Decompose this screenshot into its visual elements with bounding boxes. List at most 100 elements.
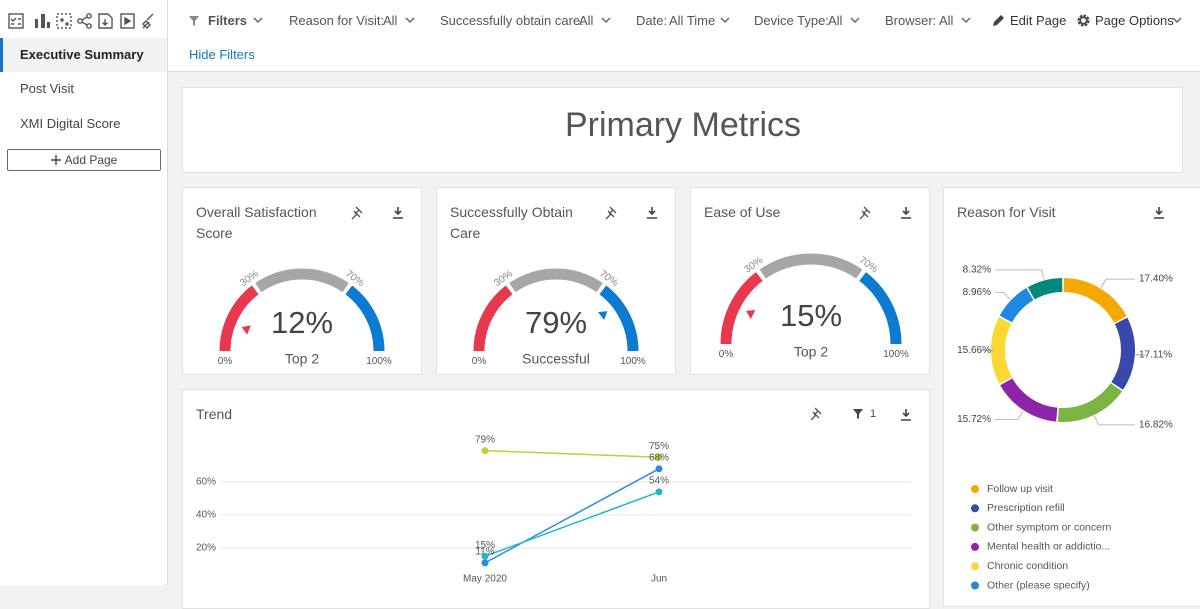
gauge-band [225,290,255,351]
download-icon [901,207,911,218]
legend-label: Prescription refill [987,502,1065,514]
filter-icon [853,409,863,419]
icon-share[interactable] [78,19,82,23]
data-label: 54% [649,476,669,487]
donut-segment [1064,285,1121,319]
series-line [485,492,659,556]
gauge-band [763,259,859,274]
series-point [656,488,663,495]
filter-label[interactable]: Device Type: [754,13,829,28]
download-icon [901,409,911,420]
chevron [961,17,971,24]
series-point [482,559,489,566]
data-label: 15% [475,540,495,551]
filter-value[interactable]: All [828,13,842,28]
download-icon [393,207,403,218]
gauge-value: 79% [525,305,587,340]
gauge: 0%30%70%100%12%Top 2 [183,188,422,375]
icon-checklist[interactable] [9,14,23,28]
legend-swatch [971,504,979,512]
page: { "sidebar": {"pages": ["Executive Summa… [0,0,1200,585]
pin-icon [352,207,362,219]
legend-label: Chronic condition [987,560,1068,572]
gauge-marker [598,307,610,320]
chevron [1172,17,1182,24]
nav-item[interactable]: Post Visit [0,72,167,106]
gauge-tick-label: 100% [883,349,909,360]
legend-label: Other (please specify) [987,579,1090,591]
nav-item[interactable]: Executive Summary [0,38,167,72]
pin-icon [811,408,821,420]
data-label: 75% [649,441,669,452]
leader-line [995,411,1023,419]
filter-value[interactable]: All [383,13,397,28]
donut-segment [1117,321,1128,386]
legend-swatch [971,582,979,590]
data-label: 79% [475,434,495,445]
pin-icon [860,207,870,219]
legend-label: Other symptom or concern [987,521,1111,533]
filters-toggle[interactable]: Filters [208,13,247,28]
gauge-value: 12% [271,305,333,340]
legend-label: Follow up visit [987,483,1053,495]
gauge-band [258,274,345,288]
chevron [601,17,611,24]
icon-brush[interactable] [143,14,153,28]
donut-segment [1058,387,1116,415]
filter-label[interactable]: Reason for Visit: [289,13,384,28]
x-tick-label: Jun [651,574,667,585]
series-line [485,451,659,458]
gauge-card: Successfully Obtain Care 0%30%70%100%79%… [436,187,676,375]
filter-value[interactable]: All [939,13,953,28]
pencil-icon [992,14,1005,27]
hide-filters-link[interactable]: Hide Filters [189,47,255,62]
donut-value-label: 8.32% [963,264,991,275]
donut-value-label: 16.82% [1139,420,1173,431]
y-tick-label: 20% [196,543,216,554]
legend-swatch [971,562,979,570]
gauge: 0%30%70%100%79%Successful [437,188,676,375]
donut-value-label: 15.66% [957,345,991,356]
donut-value-label: 8.96% [963,287,991,298]
filter-label[interactable]: Successfully obtain care: [440,13,584,28]
chevron [405,17,415,24]
gauge-sublabel: Top 2 [794,344,828,360]
series-line [485,469,659,563]
y-tick-label: 40% [196,510,216,521]
legend-swatch [971,485,979,493]
chevron [253,17,263,24]
icon-bar[interactable] [35,14,50,28]
leader-line [995,292,1010,299]
filter-count: 1 [870,408,876,420]
x-tick-label: May 2020 [463,574,507,585]
series-point [656,465,663,472]
donut: 17.40%Follow up visit17.11%Prescription … [944,188,1200,607]
gauge-value: 15% [780,298,842,333]
page-title: Primary Metrics [183,106,1183,145]
nav-item[interactable]: XMI Digital Score [0,107,167,141]
edit-page[interactable]: Edit Page [1010,13,1066,28]
toolbar-icons [7,12,162,30]
gauge-card: Overall Satisfaction Score 0%30%70%100%1… [182,187,422,375]
gauge-marker [744,306,756,319]
download-icon [1154,207,1164,218]
filter-label[interactable]: Date: [636,13,667,28]
add-page-button[interactable]: Add Page [7,149,161,171]
gear-icon [1076,13,1091,28]
download-icon [647,207,657,218]
donut-segment [1006,382,1056,415]
sidebar: Executive Summary Post Visit XMI Digital… [0,0,168,585]
gauge-tick-label: 70% [857,255,880,276]
chevron [850,17,860,24]
gauge-tick-label: 0% [472,356,487,367]
pin-icon [606,207,616,219]
filter-label[interactable]: Browser: [885,13,936,28]
icon-scatter[interactable] [57,14,71,28]
filter-value[interactable]: All Time [669,13,715,28]
gauge-band [512,274,599,288]
gauge-band [349,290,379,351]
filter-value[interactable]: All [579,13,593,28]
filter-bar: Filters Reason for Visit: All Successful… [168,0,1200,72]
page-options[interactable]: Page Options [1095,13,1174,28]
